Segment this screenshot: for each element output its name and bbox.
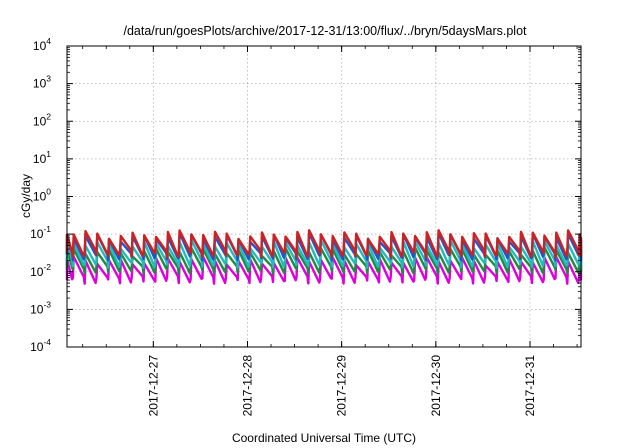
- x-tick-labels: 2017-12-27 2017-12-28 2017-12-29 2017-12-30…: [146, 355, 537, 417]
- x-tick-label: 2017-12-27: [146, 355, 160, 417]
- y-tick-label: 103: [33, 74, 51, 91]
- y-tick-label: 104: [33, 36, 51, 53]
- grid: [67, 46, 581, 347]
- y-tick-label: 102: [33, 111, 51, 128]
- tick-marks: [67, 45, 581, 348]
- y-tick-exponent: 2: [46, 111, 51, 121]
- y-tick-label: 101: [33, 149, 51, 166]
- y-tick-label: 10-2: [30, 262, 51, 279]
- x-axis-label: Coordinated Universal Time (UTC): [232, 431, 416, 445]
- series-line: [65, 255, 583, 285]
- y-tick-exponent: -2: [43, 262, 51, 272]
- y-tick-exponent: 1: [46, 149, 51, 159]
- y-tick-exponent: -1: [43, 224, 51, 234]
- y-tick-exponent: 0: [46, 187, 51, 197]
- y-tick-exponent: -4: [43, 337, 51, 347]
- y-tick-label: 100: [33, 187, 51, 204]
- x-tick-label: 2017-12-29: [335, 355, 349, 417]
- y-tick-exponent: 4: [46, 36, 51, 46]
- y-tick-exponent: 3: [46, 74, 51, 84]
- chart-title: /data/run/goesPlots/archive/2017-12-31/1…: [123, 24, 527, 38]
- y-tick-label: 10-4: [30, 337, 51, 354]
- y-tick-label: 10-1: [30, 224, 51, 241]
- x-tick-label: 2017-12-31: [523, 355, 537, 417]
- series-group: [65, 229, 583, 285]
- series-line: [65, 229, 583, 259]
- y-tick-label: 10-3: [30, 299, 51, 316]
- series-line: [65, 238, 583, 269]
- x-tick-label: 2017-12-28: [240, 355, 254, 417]
- y-axis-label: cGy/day: [19, 174, 33, 218]
- y-tick-exponent: -3: [43, 299, 51, 309]
- x-tick-label: 2017-12-30: [429, 355, 443, 417]
